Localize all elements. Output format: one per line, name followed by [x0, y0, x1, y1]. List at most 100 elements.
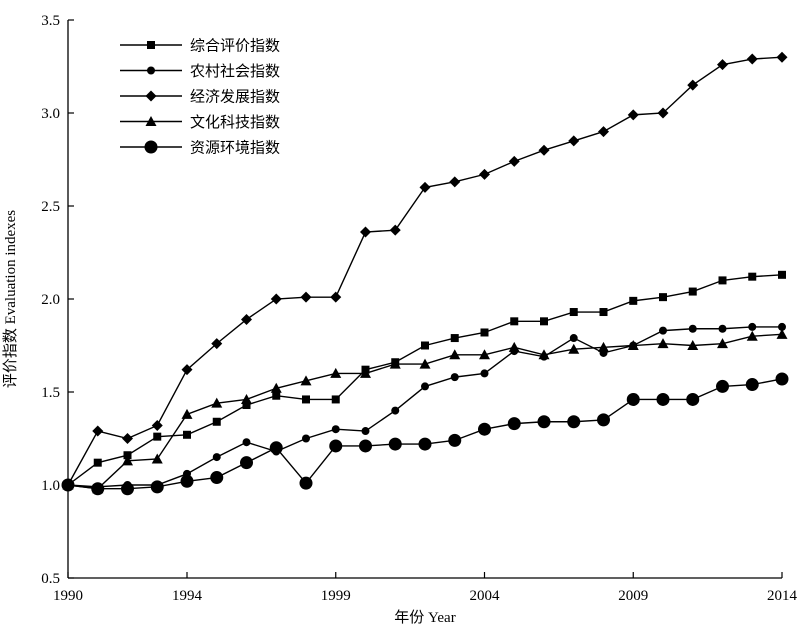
data-point	[151, 419, 163, 431]
data-point	[419, 181, 431, 193]
data-point	[718, 324, 727, 333]
data-point	[302, 395, 310, 404]
data-point	[419, 358, 431, 369]
data-point	[331, 425, 340, 434]
series-4	[62, 328, 788, 494]
data-point	[389, 358, 401, 369]
data-point	[657, 338, 669, 349]
data-point	[776, 51, 788, 63]
data-point	[717, 338, 728, 349]
data-point	[449, 349, 461, 360]
data-point	[569, 334, 578, 343]
data-point	[331, 395, 340, 404]
data-point	[718, 276, 727, 285]
data-point	[687, 340, 699, 350]
data-point	[150, 480, 164, 494]
data-point	[212, 417, 221, 426]
data-point	[391, 406, 400, 415]
data-point	[657, 107, 669, 119]
data-point	[123, 451, 132, 460]
series-line	[67, 326, 782, 488]
data-point	[183, 430, 191, 439]
series-line	[67, 274, 783, 486]
data-point	[302, 434, 310, 443]
data-point	[659, 326, 667, 335]
x-tick-label: 2014	[767, 588, 798, 604]
data-point	[627, 109, 639, 121]
data-point	[627, 340, 639, 350]
data-point	[241, 393, 252, 404]
legend-label: 文化科技指数	[190, 113, 280, 131]
legend-label: 农村社会指数	[190, 62, 280, 80]
data-point	[656, 392, 670, 406]
data-point	[272, 391, 281, 400]
data-point	[242, 438, 251, 447]
data-point	[778, 270, 786, 279]
y-tick-label: 2.5	[41, 199, 60, 215]
data-point	[598, 126, 609, 138]
data-point	[212, 453, 221, 462]
series-line	[67, 333, 783, 490]
x-tick-label: 1999	[321, 588, 351, 604]
data-point	[479, 349, 490, 360]
series-1	[64, 270, 786, 489]
data-point	[421, 341, 429, 350]
series-5	[61, 372, 789, 496]
legend-marker	[147, 66, 155, 75]
data-point	[746, 53, 758, 65]
data-point	[510, 317, 519, 326]
data-point	[360, 367, 371, 378]
data-point	[629, 296, 638, 305]
data-point	[448, 433, 462, 447]
data-point	[508, 155, 520, 167]
data-point	[418, 437, 432, 451]
legend-label: 资源环境指数	[190, 139, 280, 157]
data-point	[598, 341, 609, 352]
data-point	[778, 322, 786, 331]
data-point	[659, 293, 667, 302]
legend-entry: 经济发展指数	[120, 88, 280, 106]
data-point	[480, 328, 489, 337]
data-point	[388, 437, 402, 451]
data-point	[538, 144, 550, 156]
data-point	[449, 176, 461, 188]
data-point	[688, 324, 697, 333]
data-point	[240, 456, 253, 470]
ticks: 0.5 1.0 1.5 2.0 2.5 3.0 3.5 1990 1994 1999 2004 200…	[41, 13, 797, 604]
data-point	[299, 476, 313, 490]
legend-entry: 农村社会指数	[120, 62, 280, 80]
y-tick-label: 1.0	[41, 478, 60, 494]
data-point	[599, 308, 608, 317]
data-point	[211, 397, 223, 408]
legend-marker	[144, 140, 158, 154]
data-point	[421, 382, 429, 391]
y-tick-label: 0.5	[41, 571, 60, 587]
data-point	[478, 422, 491, 436]
x-axis-title: 年份 Year	[394, 609, 455, 626]
data-point	[241, 313, 252, 325]
data-point	[269, 441, 283, 455]
data-point	[93, 458, 102, 467]
data-point	[329, 439, 343, 453]
y-tick-label: 2.0	[41, 292, 60, 308]
data-point	[92, 425, 104, 437]
series-line	[67, 378, 783, 490]
data-point	[686, 392, 700, 406]
data-point	[330, 291, 342, 303]
data-point	[745, 378, 759, 392]
data-point	[568, 135, 580, 147]
data-point	[538, 349, 550, 360]
data-point	[597, 413, 610, 427]
data-point	[746, 330, 758, 341]
data-point	[153, 432, 162, 441]
series-3	[62, 51, 788, 491]
x-tick-label: 1990	[53, 588, 83, 604]
legend-entry: 综合评价指数	[120, 37, 280, 55]
data-point	[180, 474, 194, 488]
legend-entry: 资源环境指数	[120, 139, 280, 157]
data-point	[450, 334, 459, 343]
data-point	[270, 293, 282, 305]
data-point	[568, 343, 580, 354]
data-point	[687, 79, 699, 91]
